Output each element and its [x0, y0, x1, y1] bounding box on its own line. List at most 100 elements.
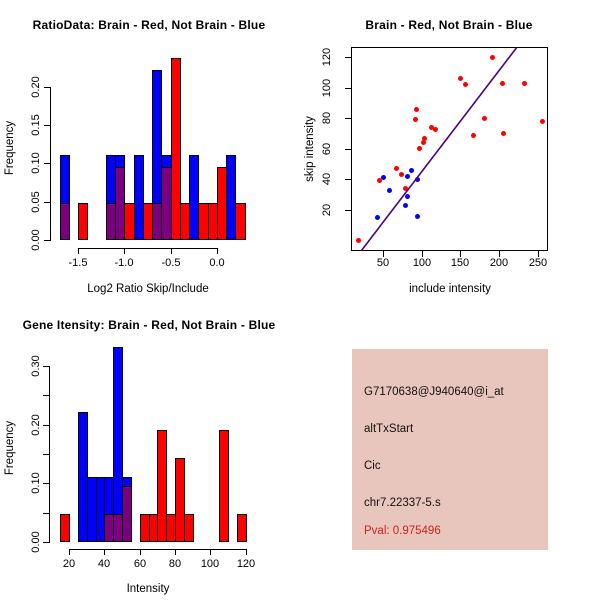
scatter-point-red [490, 54, 496, 60]
x-tick [124, 248, 125, 254]
y-tick [345, 88, 351, 89]
x-tick-label: 0.0 [209, 257, 225, 269]
x-tick-label: -0.5 [161, 257, 181, 269]
x-axis-line [78, 248, 218, 249]
scatter-point-red [420, 140, 426, 146]
histogram-bar-red [78, 203, 88, 240]
y-tick-label: 0.20 [30, 76, 42, 98]
x-tick [210, 549, 211, 555]
y-axis-line [50, 86, 51, 241]
x-tick [175, 549, 176, 555]
gene-histogram-ylabel: Frequency [4, 420, 16, 476]
y-tick-label: 100 [321, 78, 333, 98]
histogram-bar-red [184, 514, 194, 542]
gene-histogram-title: Gene Itensity: Brain - Red, Not Brain - … [22, 318, 276, 332]
histogram-bar-red [60, 514, 70, 542]
histogram-bar-red [237, 514, 247, 542]
regression-line [360, 47, 518, 251]
scatter-point-red [398, 172, 404, 178]
x-tick [104, 549, 105, 555]
y-tick-label: 0.15 [30, 114, 42, 136]
x-tick-label: -1.0 [114, 257, 134, 269]
y-tick-label: 0.20 [30, 414, 42, 436]
ratio-histogram-ylabel: Frequency [4, 120, 16, 176]
histogram-bar-red [235, 203, 246, 240]
x-tick [538, 251, 539, 257]
y-tick [44, 125, 50, 126]
x-tick [69, 549, 70, 555]
ratio-histogram-xlabel: Log2 Ratio Skip/Include [87, 283, 209, 295]
scatter-xlabel: include intensity [409, 283, 491, 295]
scatter-point-blue [404, 173, 410, 179]
scatter-ylabel: skip intensity [304, 116, 316, 182]
scatter-point-red [500, 80, 506, 86]
y-axis-line [49, 365, 50, 543]
y-tick [43, 513, 49, 514]
scatter-point-red [422, 135, 428, 141]
y-tick [345, 179, 351, 180]
x-tick-label: 200 [489, 257, 509, 269]
y-tick [43, 454, 49, 455]
y-tick-label: 0.00 [30, 229, 42, 251]
scatter-point-blue [375, 215, 381, 221]
scatter-point-red [356, 238, 362, 244]
scatter-point-red [428, 125, 434, 131]
scatter-point-red [432, 126, 438, 132]
y-tick-label: 0.00 [30, 531, 42, 553]
y-tick-label: 120 [321, 47, 333, 67]
scatter-point-blue [414, 176, 420, 182]
plot-box [351, 47, 548, 251]
x-tick [78, 248, 79, 254]
x-tick-label: 50 [376, 257, 390, 269]
panel-intensity-scatter: Brain - Red, Not Brain - Blue skip inten… [300, 0, 600, 300]
scatter-point-blue [409, 167, 415, 173]
y-tick-label: 60 [321, 142, 333, 156]
y-tick [345, 57, 351, 58]
histogram-bar-overlap [122, 486, 132, 542]
y-tick [345, 118, 351, 119]
x-tick-label: 60 [133, 558, 147, 570]
regression-line-layer [360, 47, 518, 251]
x-tick-label: 250 [528, 257, 548, 269]
histogram-bar-overlap [115, 167, 125, 240]
scatter-point-blue [380, 175, 386, 181]
scatter-point-red [462, 82, 468, 88]
scatter-point-red [471, 132, 477, 138]
probeset-id-text: G7170638@J940640@i_at [364, 386, 504, 398]
scatter-point-red [393, 166, 399, 172]
scatter-point-red [417, 146, 423, 152]
x-tick-label: 150 [450, 257, 470, 269]
y-tick [43, 542, 49, 543]
pval-text: Pval: 0.975496 [364, 525, 441, 537]
x-tick [171, 248, 172, 254]
histogram-bar-blue [134, 155, 144, 240]
y-tick [43, 395, 49, 396]
x-tick [140, 549, 141, 555]
scatter-point-blue [386, 187, 392, 193]
locus-text: chr7.22337-5.s [364, 497, 441, 509]
scatter-point-red [376, 178, 382, 184]
histogram-bar-red [175, 458, 185, 542]
histogram-bar-overlap [60, 203, 70, 240]
y-tick [44, 87, 50, 88]
histogram-bar-blue [189, 155, 199, 240]
y-tick-label: 0.10 [30, 472, 42, 494]
scatter-point-blue [405, 193, 411, 199]
y-tick-label: 0.30 [30, 355, 42, 377]
x-tick [499, 251, 500, 257]
x-tick-label: 40 [97, 558, 111, 570]
x-tick [460, 251, 461, 257]
panel-ratio-histogram: RatioData: Brain - Red, Not Brain - Blue… [0, 0, 300, 300]
histogram-bar-red [180, 203, 190, 240]
scatter-point-red [481, 115, 487, 121]
scatter-point-red [457, 76, 463, 82]
scatter-point-blue [403, 202, 409, 208]
panel-info: G7170638@J940640@i_at altTxStart Cic chr… [300, 300, 600, 600]
x-axis-line [69, 549, 247, 550]
y-tick-label: 20 [321, 203, 333, 217]
y-tick-label: 0.05 [30, 191, 42, 213]
gene-symbol-text: Cic [364, 460, 381, 472]
x-tick [383, 251, 384, 257]
y-tick [43, 483, 49, 484]
